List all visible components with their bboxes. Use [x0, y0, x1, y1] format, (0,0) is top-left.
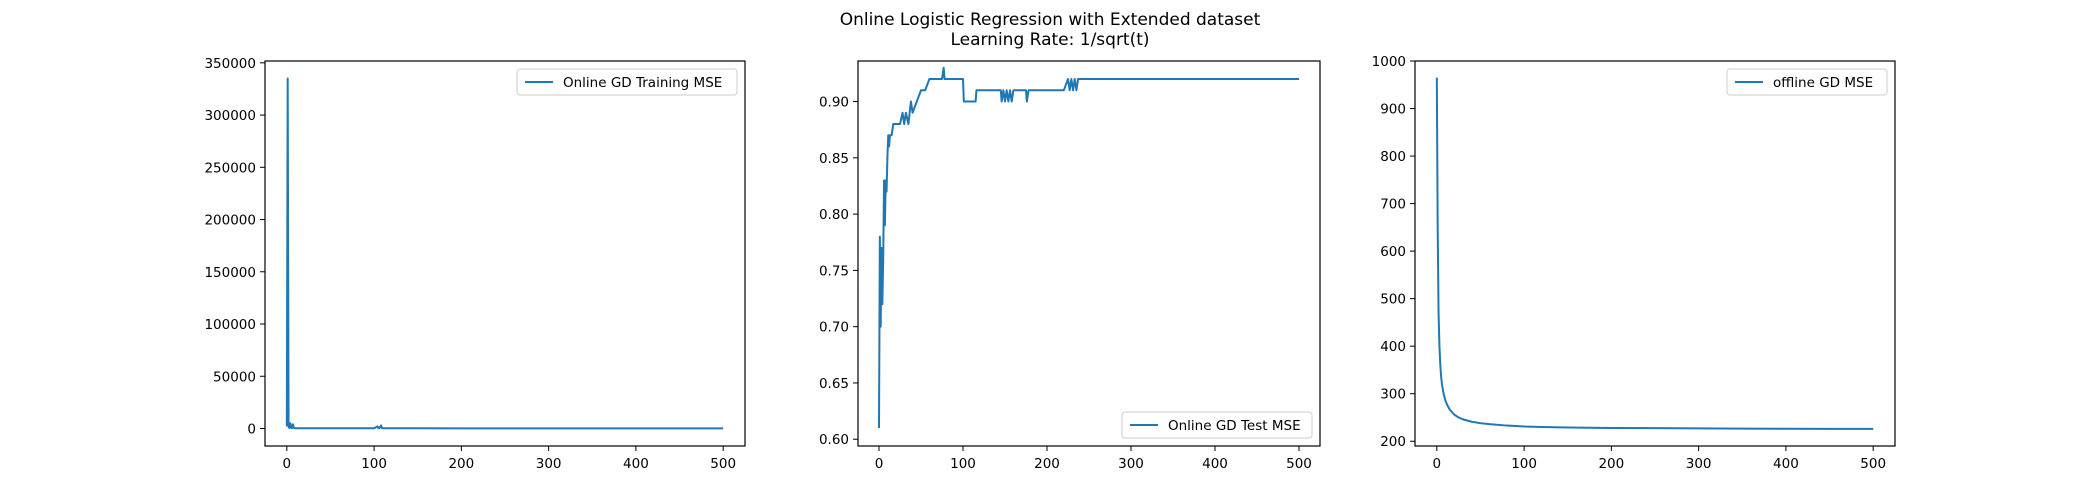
y-tick-label: 200: [1380, 434, 1406, 450]
y-tick-label: 1000: [1372, 54, 1406, 70]
offline-mse-chart: 0 100 200 300 400 500 200 300 400 500 600 700 800 900…: [1372, 54, 1896, 472]
axes-frame: [1414, 60, 1896, 447]
x-tick-label: 300: [1686, 456, 1712, 472]
y-tick-label: 50000: [213, 369, 256, 385]
x-tick-label: 300: [1118, 456, 1144, 472]
x-tick-label: 100: [361, 456, 387, 472]
y-tick-label: 350000: [204, 56, 256, 72]
x-tick-label: 0: [875, 456, 884, 472]
figure-title-line2: Learning Rate: 1/sqrt(t): [950, 30, 1149, 50]
x-tick-label: 500: [1286, 456, 1312, 472]
legend-box: [1121, 411, 1313, 439]
x-tick-label: 400: [623, 456, 649, 472]
y-tick-label: 0.65: [819, 376, 849, 392]
y-tick-label: 300: [1380, 387, 1406, 403]
y-tick-label: 0.85: [819, 151, 849, 167]
x-tick-label: 100: [950, 456, 976, 472]
y-tick-label: 700: [1380, 197, 1406, 213]
x-tick-label: 400: [1773, 456, 1799, 472]
x-tick-label: 0: [1433, 456, 1442, 472]
legend: Online GD Training MSE: [516, 68, 738, 96]
x-tick-label: 400: [1202, 456, 1228, 472]
x-tick-label: 0: [283, 456, 292, 472]
y-tick-label: 100000: [204, 317, 256, 333]
x-tick-label: 500: [1860, 456, 1886, 472]
legend-box: [1726, 68, 1888, 96]
y-tick-label: 800: [1380, 149, 1406, 165]
y-tick-label: 250000: [204, 160, 256, 176]
y-tick-label: 0.60: [819, 432, 849, 448]
x-tick-label: 200: [1598, 456, 1624, 472]
legend: Online GD Test MSE: [1121, 411, 1313, 439]
axes-frame: [264, 60, 746, 447]
x-tick-label: 100: [1511, 456, 1537, 472]
figure-title-line1: Online Logistic Regression with Extended…: [840, 10, 1261, 30]
series-line-2-0: [1435, 77, 1874, 430]
x-tick-label: 200: [1034, 456, 1060, 472]
y-tick-label: 400: [1380, 339, 1406, 355]
series-line-0-0: [285, 77, 724, 430]
y-tick-label: 0.75: [819, 263, 849, 279]
y-tick-label: 0.90: [819, 95, 849, 111]
y-tick-label: 200000: [204, 213, 256, 229]
x-tick-label: 500: [710, 456, 736, 472]
y-tick-label: 0.80: [819, 207, 849, 223]
y-tick-label: 150000: [204, 265, 256, 281]
legend-box: [516, 68, 738, 96]
x-tick-label: 200: [448, 456, 474, 472]
series-line-1-0: [878, 66, 1299, 428]
y-tick-label: 300000: [204, 108, 256, 124]
y-tick-label: 900: [1380, 102, 1406, 118]
legend-label: offline GD MSE: [1773, 75, 1873, 91]
y-tick-label: 0.70: [819, 320, 849, 336]
y-tick-label: 600: [1380, 244, 1406, 260]
training-mse-chart: 0 100 200 300 400 500 0 50000 100000 150000 200000…: [204, 56, 746, 472]
axes-frame: [857, 60, 1321, 447]
test-mse-chart: 0 100 200 300 400 500 0.60 0.65 0.70 0.75 0.80 0.85…: [819, 60, 1321, 472]
legend-label: Online GD Training MSE: [563, 75, 722, 91]
x-tick-label: 300: [536, 456, 562, 472]
legend: offline GD MSE: [1726, 68, 1888, 96]
y-tick-label: 500: [1380, 292, 1406, 308]
y-tick-label: 0: [247, 422, 256, 438]
legend-label: Online GD Test MSE: [1168, 418, 1301, 434]
